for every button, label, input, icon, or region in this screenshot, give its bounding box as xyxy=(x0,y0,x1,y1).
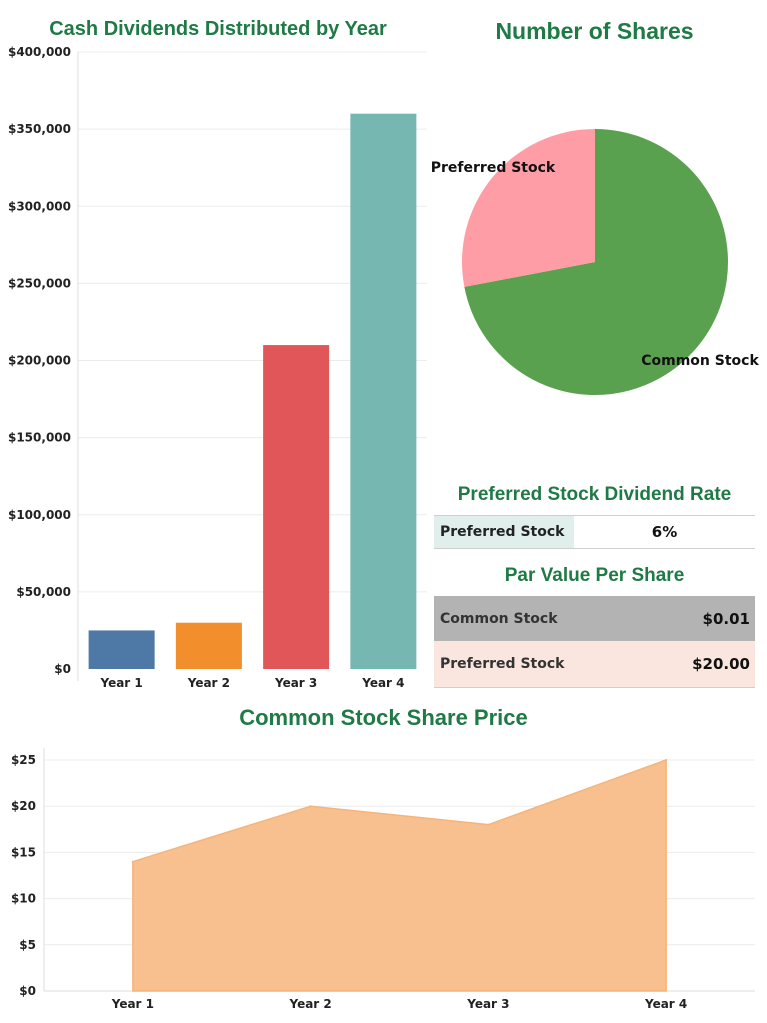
bar-y-tick-label: $200,000 xyxy=(8,354,71,368)
area-x-tick-label: Year 3 xyxy=(466,997,509,1011)
area-chart-title: Common Stock Share Price xyxy=(239,705,528,730)
dividend-rate-label-cell: Preferred Stock xyxy=(434,516,574,548)
area-point-year-1 xyxy=(131,860,134,863)
area-y-tick-label: $20 xyxy=(11,799,36,813)
par-value-row-preferred: Preferred Stock $20.00 xyxy=(434,641,755,688)
bar-year-3 xyxy=(263,345,330,669)
bar-year-2 xyxy=(175,622,242,669)
bar-y-tick-label: $400,000 xyxy=(8,45,71,59)
area-series-share-price xyxy=(132,758,667,992)
pie-chart-title: Number of Shares xyxy=(495,18,694,44)
pie-slice-common-stock xyxy=(464,129,729,396)
par-value-preferred: $20.00 xyxy=(692,655,750,673)
pie-label-preferred-stock: Preferred Stock xyxy=(431,160,556,176)
dividend-rate-title: Preferred Stock Dividend Rate xyxy=(457,484,732,505)
bar-year-1 xyxy=(88,630,155,669)
bar-x-tick-label: Year 1 xyxy=(99,676,142,690)
bar-year-4 xyxy=(350,113,417,669)
pie-slice-preferred-stock xyxy=(462,129,595,287)
area-y-tick-label: $15 xyxy=(11,845,36,859)
area-point-year-4 xyxy=(665,759,668,761)
dividend-rate-label: Preferred Stock xyxy=(440,524,565,540)
bar-y-tick-label: $250,000 xyxy=(8,276,71,290)
par-value-row-common: Common Stock $0.01 xyxy=(434,596,755,641)
bar-x-tick-label: Year 4 xyxy=(361,676,404,690)
area-y-tick-label: $5 xyxy=(19,938,36,952)
dividend-rate-value: 6% xyxy=(651,523,678,541)
area-x-tick-label: Year 1 xyxy=(111,997,154,1011)
bar-y-tick-label: $350,000 xyxy=(8,122,71,136)
area-point-year-3 xyxy=(487,823,490,826)
area-y-tick-label: $10 xyxy=(11,892,36,906)
par-value-title: Par Value Per Share xyxy=(504,565,685,586)
bar-chart-title: Cash Dividends Distributed by Year xyxy=(49,18,387,40)
dividend-rate-row: Preferred Stock 6% xyxy=(434,515,755,549)
area-y-tick-label: $25 xyxy=(11,753,36,767)
par-value-label-common: Common Stock xyxy=(440,610,558,627)
bar-y-tick-label: $300,000 xyxy=(8,199,71,213)
bar-y-tick-label: $150,000 xyxy=(8,431,71,445)
bar-y-tick-label: $0 xyxy=(54,662,71,676)
par-value-common: $0.01 xyxy=(702,609,750,628)
par-value-label-preferred: Preferred Stock xyxy=(440,656,565,672)
bar-x-tick-label: Year 2 xyxy=(187,676,230,690)
bar-y-tick-label: $100,000 xyxy=(8,508,71,522)
area-x-tick-label: Year 4 xyxy=(644,997,687,1011)
area-y-tick-label: $0 xyxy=(19,984,36,998)
pie-label-common-stock: Common Stock xyxy=(641,353,759,369)
area-point-year-2 xyxy=(309,805,312,808)
bar-y-tick-label: $50,000 xyxy=(16,585,71,599)
bar-x-tick-label: Year 3 xyxy=(274,676,317,690)
area-x-tick-label: Year 2 xyxy=(288,997,331,1011)
